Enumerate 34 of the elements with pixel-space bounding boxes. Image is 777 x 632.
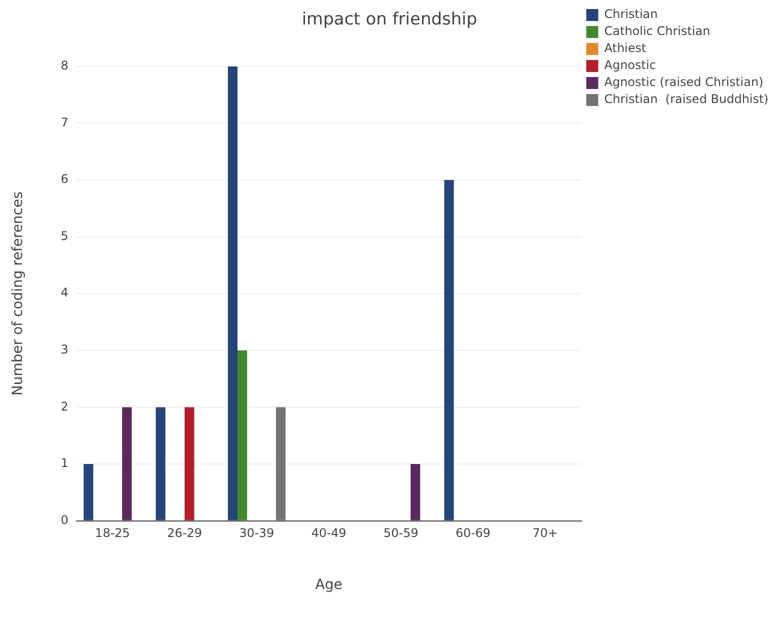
x-tick-label: 40-49 [311, 526, 346, 540]
bar [444, 180, 454, 520]
legend-label: Athiest [604, 41, 647, 56]
x-axis-title: Age [315, 577, 342, 594]
y-tick-label: 3 [60, 342, 68, 357]
legend-label: Christian [604, 7, 658, 22]
x-tick-label: 60-69 [456, 526, 491, 540]
x-tick-label: 26-29 [167, 526, 202, 540]
x-tick-label: 30-39 [239, 526, 274, 540]
y-tick-label: 1 [60, 456, 68, 470]
bar [228, 66, 238, 520]
y-axis-title: Number of coding references [10, 192, 26, 396]
legend-label: Christian (raised Buddhist) [604, 92, 768, 106]
legend-label: Agnostic (raised Christian) [604, 75, 764, 90]
y-tick-label: 7 [60, 115, 68, 130]
y-tick-label: 0 [60, 512, 68, 527]
legend-label: Catholic Christian [604, 24, 710, 38]
bar [156, 407, 166, 520]
y-tick-label: 5 [60, 228, 68, 243]
bar [122, 407, 132, 520]
legend-label: Agnostic [604, 58, 656, 72]
x-tick-label: 50-59 [384, 526, 418, 540]
bar [237, 350, 248, 520]
y-tick-label: 2 [60, 399, 68, 414]
bar [184, 407, 194, 520]
x-tick-label: 70+ [532, 526, 558, 540]
y-tick-label: 4 [60, 286, 68, 300]
bar [84, 464, 94, 520]
chart-title: impact on friendship [302, 10, 478, 30]
bar [276, 407, 286, 520]
x-tick-label: 18-25 [95, 526, 130, 540]
bar [410, 464, 420, 520]
y-tick-label: 6 [60, 172, 68, 186]
y-tick-label: 8 [60, 58, 68, 73]
